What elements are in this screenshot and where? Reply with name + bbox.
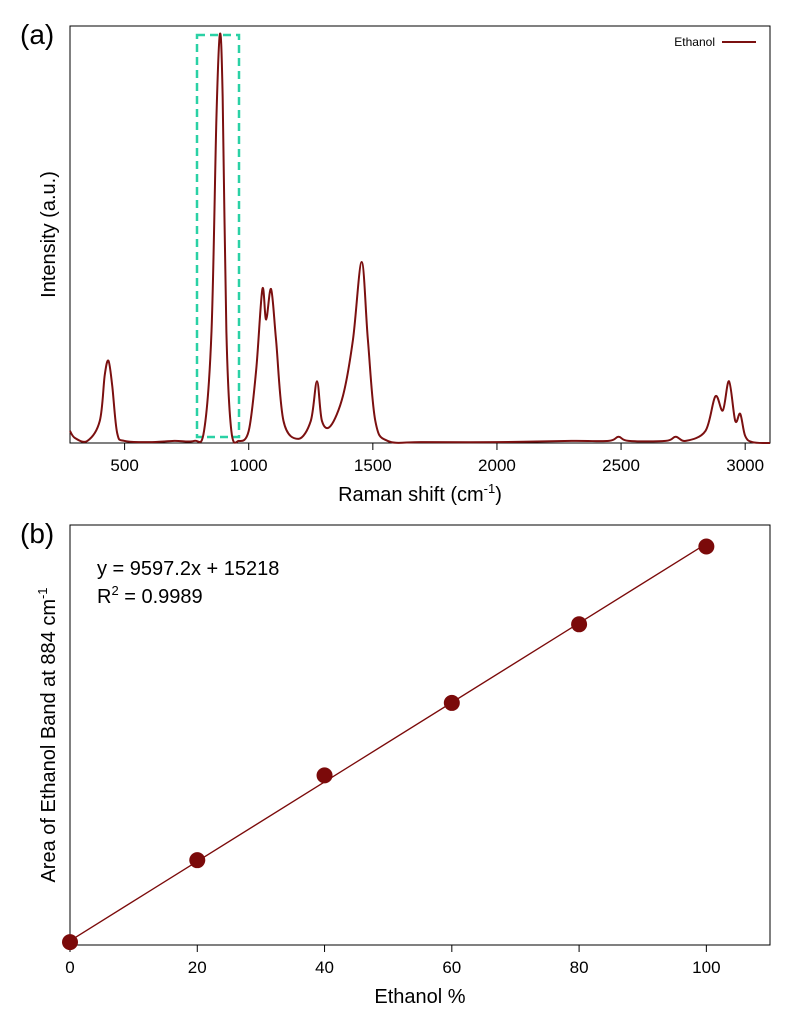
x-tick-label: 80 — [570, 958, 589, 977]
y-axis-label-sup: -1 — [35, 587, 50, 599]
r-squared: R2 = 0.9989 — [97, 583, 203, 608]
r-squared-value: = 0.9989 — [119, 586, 203, 608]
data-point — [189, 852, 206, 869]
y-axis-label-text: Area of Ethanol Band at 884 cm — [38, 599, 60, 883]
x-tick-label: 2000 — [478, 456, 516, 475]
x-tick-label: 60 — [442, 958, 461, 977]
x-tick-label: 3000 — [726, 456, 764, 475]
r-squared-sup: 2 — [111, 583, 118, 598]
x-tick-label: 20 — [188, 958, 207, 977]
x-tick-label: 100 — [692, 958, 720, 977]
x-tick-label: 0 — [65, 958, 74, 977]
spectrum-line — [69, 32, 771, 444]
highlight-box — [195, 33, 241, 439]
x-axis-label-text: Raman shift (cm — [338, 484, 484, 506]
x-tick-label: 500 — [110, 456, 138, 475]
x-tick-label: 1500 — [354, 456, 392, 475]
r-squared-r: R — [97, 586, 111, 608]
x-axis-label-end: ) — [495, 484, 502, 506]
x-axis-label-text: Ethanol % — [374, 986, 465, 1008]
plot-frame — [69, 524, 771, 946]
data-point — [571, 616, 588, 633]
y-axis-label: Intensity (a.u.) — [38, 171, 60, 298]
data-point — [443, 694, 460, 711]
x-tick-label: 2500 — [602, 456, 640, 475]
x-axis-label: Raman shift (cm-1) — [338, 481, 502, 506]
fit-line — [69, 543, 707, 942]
x-axis-label: Ethanol % — [374, 986, 465, 1008]
legend-label: Ethanol — [674, 35, 715, 49]
panel-label: (a) — [20, 19, 54, 50]
x-tick-label: 1000 — [230, 456, 268, 475]
x-axis-label-sup: -1 — [484, 481, 496, 496]
fit-equation: y = 9597.2x + 15218 — [97, 558, 279, 580]
y-axis-label: Area of Ethanol Band at 884 cm-1 — [35, 587, 60, 882]
y-axis-label-text: Intensity (a.u.) — [38, 171, 60, 298]
plot-frame — [69, 25, 771, 444]
data-point — [698, 538, 715, 555]
panel-label: (b) — [20, 518, 54, 549]
data-point — [62, 934, 78, 951]
x-tick-label: 40 — [315, 958, 334, 977]
data-point — [316, 767, 333, 784]
